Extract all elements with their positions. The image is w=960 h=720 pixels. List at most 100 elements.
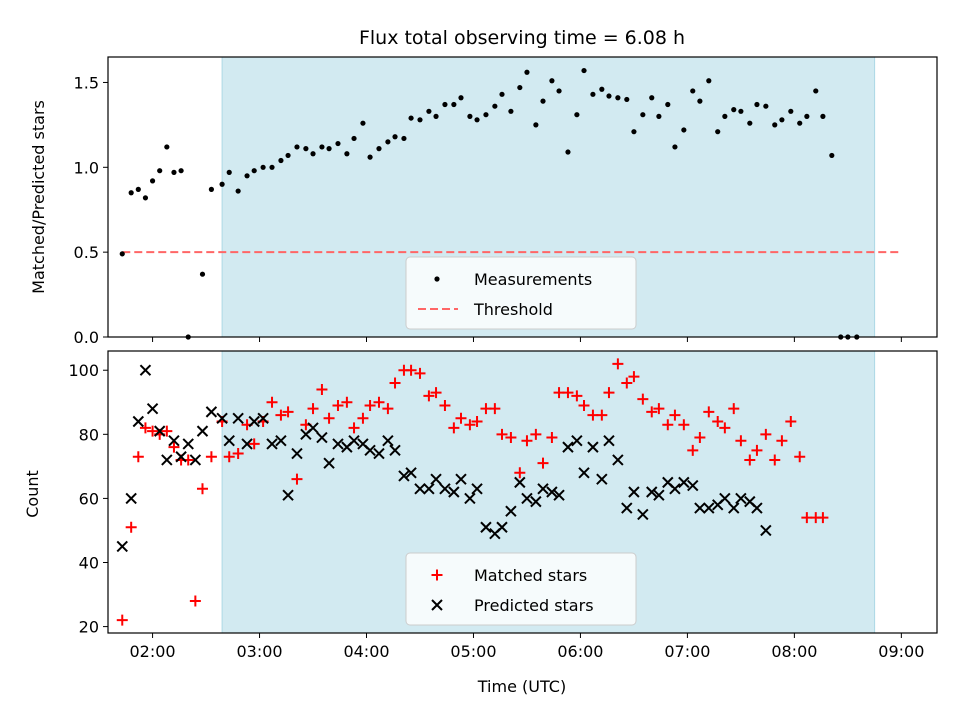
top-legend-label: Threshold xyxy=(473,300,553,319)
matched-stars-point xyxy=(687,444,699,456)
measurements-point xyxy=(208,186,215,192)
predicted-stars-point xyxy=(189,454,202,466)
matched-stars-point xyxy=(248,438,260,450)
measurements-point xyxy=(772,122,778,128)
measurements-point xyxy=(408,115,414,121)
measurements-point xyxy=(226,169,232,175)
predicted-stars-point xyxy=(596,473,608,485)
measurements-point xyxy=(458,95,464,101)
bottom-axes-frame xyxy=(107,350,938,634)
measurements-point xyxy=(128,190,134,196)
measurements-point xyxy=(417,117,423,123)
measurements-point xyxy=(442,101,448,108)
matched-stars-point xyxy=(817,512,829,524)
measurements-point xyxy=(344,151,350,157)
matched-stars-point xyxy=(439,399,451,411)
measurements-point xyxy=(251,168,257,174)
predicted-stars-point xyxy=(205,406,218,418)
bottom-y-tick-label: 80 xyxy=(79,425,99,444)
matched-stars-point xyxy=(307,403,319,415)
matched-stars-point xyxy=(291,473,303,485)
measurements-point xyxy=(310,151,316,157)
predicted-stars-point xyxy=(196,425,209,437)
predicted-stars-point xyxy=(364,444,376,457)
predicted-stars-point xyxy=(587,441,599,453)
legend-predicted-marker xyxy=(431,599,443,611)
matched-stars-point xyxy=(205,451,217,463)
measurements-point xyxy=(813,88,819,94)
predicted-stars-point xyxy=(603,435,615,447)
predicted-stars-point xyxy=(323,457,335,469)
predicted-stars-point xyxy=(562,441,574,453)
predicted-stars-point xyxy=(275,435,287,447)
measurements-point xyxy=(549,78,555,84)
predicted-stars-point xyxy=(471,483,483,495)
measurements-point xyxy=(278,157,284,164)
predicted-stars-point xyxy=(241,438,253,450)
predicted-stars-point xyxy=(628,486,640,498)
top-panel: 0.0 0.5 1.0 1.5 Measurements Threshold xyxy=(74,56,938,347)
predicted-stars-point xyxy=(751,502,763,514)
predicted-stars-point xyxy=(678,476,690,489)
matched-stars-point xyxy=(530,428,542,440)
legend-measurements-marker xyxy=(434,276,440,282)
matched-stars-point xyxy=(496,428,508,440)
matched-stars-point xyxy=(455,412,467,424)
bottom-y-tick-label: 100 xyxy=(68,361,99,380)
measurements-point xyxy=(565,149,571,155)
x-axis-label: Time (UTC) xyxy=(477,677,566,696)
measurements-point xyxy=(820,113,826,119)
predicted-stars-point xyxy=(307,422,319,434)
matched-stars-point xyxy=(323,412,335,424)
predicted-stars-point xyxy=(175,451,187,463)
predicted-stars-point xyxy=(316,431,328,444)
bottom-legend-label: Predicted stars xyxy=(474,596,594,615)
predicted-stars-point xyxy=(291,447,303,460)
matched-stars-point xyxy=(125,521,137,533)
measurements-point xyxy=(401,135,407,142)
predicted-stars-point xyxy=(414,483,426,495)
predicted-stars-point xyxy=(182,438,194,450)
predicted-stars-point xyxy=(332,438,344,450)
predicted-stars-point xyxy=(348,435,360,447)
matched-stars-point xyxy=(735,435,747,447)
measurements-point xyxy=(665,101,671,108)
measurements-point xyxy=(335,140,341,147)
measurements-point xyxy=(697,98,703,104)
measurements-point xyxy=(540,98,546,104)
measurements-point xyxy=(606,93,612,99)
matched-stars-point xyxy=(537,457,549,469)
measurements-point xyxy=(367,154,373,160)
measurements-point xyxy=(747,120,753,126)
top-y-tick-label: 1.0 xyxy=(74,158,99,177)
predicted-stars-point xyxy=(389,444,401,457)
predicted-stars-point xyxy=(223,435,235,447)
predicted-stars-point xyxy=(553,489,565,501)
measurements-point xyxy=(524,69,530,75)
matched-stars-point xyxy=(266,396,278,408)
matched-stars-point xyxy=(719,422,731,434)
measurements-point xyxy=(640,112,646,118)
measurements-point xyxy=(804,113,810,119)
legend-matched-marker xyxy=(431,569,443,581)
matched-stars-point xyxy=(514,467,526,479)
bottom-y-axis-label: Count xyxy=(23,470,42,518)
measurements-point xyxy=(426,108,432,114)
predicted-stars-point xyxy=(571,435,583,447)
predicted-stars-point xyxy=(687,479,699,492)
top-legend-box xyxy=(405,256,637,330)
predicted-stars-point xyxy=(139,364,152,376)
matched-stars-point xyxy=(196,483,208,495)
measurements-point xyxy=(178,168,184,174)
matched-stars-point xyxy=(562,387,574,399)
matched-stars-point xyxy=(769,454,781,466)
matched-stars-point xyxy=(414,367,426,379)
matched-stars-point xyxy=(703,406,715,418)
predicted-stars-point xyxy=(703,502,715,514)
matched-stars-point xyxy=(282,406,294,418)
top-y-tick-label: 1.5 xyxy=(74,73,99,92)
measurements-point xyxy=(451,101,457,108)
predicted-stars-point xyxy=(694,502,706,514)
measurements-point xyxy=(467,113,473,119)
